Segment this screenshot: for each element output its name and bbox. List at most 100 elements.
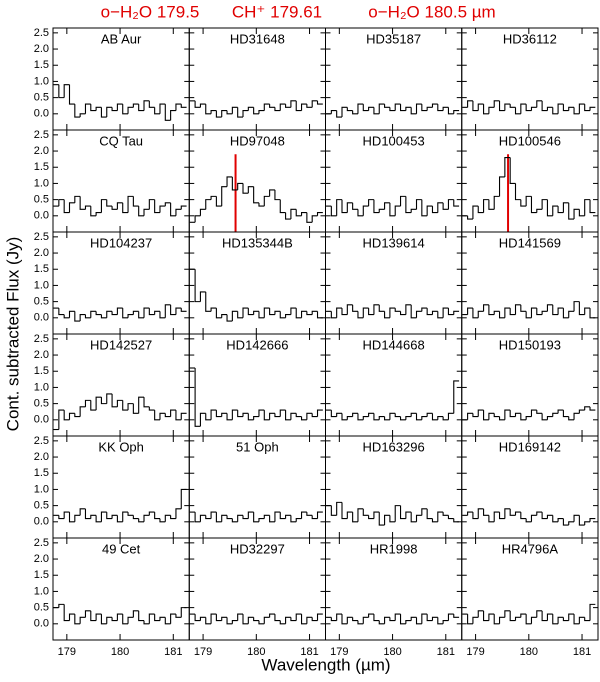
spectrum-step bbox=[357, 103, 364, 114]
spectrum-step bbox=[562, 202, 569, 213]
spectrum-step bbox=[79, 406, 86, 417]
spectrum-step bbox=[346, 202, 353, 213]
spectrum-step bbox=[341, 106, 348, 118]
spectrum-step bbox=[546, 304, 553, 312]
spectrum-step bbox=[573, 107, 580, 115]
spectrum-step bbox=[488, 304, 495, 316]
spectrum-step bbox=[389, 515, 396, 523]
spectrum-step bbox=[378, 208, 385, 213]
spectrum-step bbox=[274, 189, 281, 201]
spectrum-step bbox=[215, 110, 222, 118]
spectrum-step bbox=[95, 212, 102, 216]
spectrum-step bbox=[159, 518, 166, 523]
spectrum-step bbox=[143, 208, 150, 216]
spectrum-step bbox=[330, 206, 337, 217]
spectrum-step bbox=[389, 617, 396, 622]
spectrum-step bbox=[330, 410, 337, 418]
spectrum-step bbox=[453, 110, 460, 114]
spectrum-step bbox=[106, 106, 113, 118]
spectrum-step bbox=[405, 620, 412, 624]
x-tick-label: 181 bbox=[164, 646, 182, 658]
spectrum-step bbox=[520, 512, 527, 520]
spectrum-step bbox=[384, 514, 390, 526]
spectrum-step bbox=[306, 104, 313, 108]
spectrum-step bbox=[431, 206, 438, 214]
spectrum-step bbox=[154, 614, 160, 622]
spectrum-step bbox=[215, 410, 222, 418]
spectrum-step bbox=[357, 508, 364, 522]
spectrum-step bbox=[295, 613, 302, 621]
spectrum-step bbox=[357, 209, 364, 217]
panel-title: HD150193 bbox=[499, 337, 561, 352]
spectrum-step bbox=[578, 209, 585, 217]
spectrum-step bbox=[488, 106, 495, 114]
spectrum-step bbox=[63, 511, 70, 519]
y-tick-label: 2.0 bbox=[34, 145, 49, 157]
spectrum-step bbox=[415, 413, 422, 421]
spectrum-step bbox=[226, 617, 233, 625]
spectrum-step bbox=[274, 107, 281, 112]
spectrum-step bbox=[442, 106, 449, 111]
x-tick-label: 181 bbox=[300, 646, 318, 658]
spectrum-step bbox=[205, 291, 212, 312]
spectrum-step bbox=[306, 412, 313, 420]
spectrum-step bbox=[237, 514, 244, 522]
spectrum-step bbox=[336, 613, 342, 621]
spectrum-step bbox=[552, 205, 559, 216]
spectrum-step bbox=[148, 199, 155, 210]
spectrum-step bbox=[415, 514, 422, 522]
spectrum-step bbox=[263, 195, 270, 207]
spectrum-step bbox=[269, 308, 275, 316]
spectrum-step bbox=[362, 104, 369, 112]
spectrum-step bbox=[493, 100, 500, 108]
spectrum-step bbox=[410, 412, 417, 417]
spectrum-step bbox=[175, 103, 182, 111]
spectrum-step bbox=[84, 399, 91, 407]
spectrum-step bbox=[95, 515, 102, 523]
spectrum-step bbox=[258, 409, 265, 417]
spectrum-step bbox=[552, 412, 559, 417]
spectrum-step bbox=[442, 416, 449, 421]
spectrum-step bbox=[95, 106, 102, 111]
y-tick-label: 1.0 bbox=[34, 279, 49, 291]
spectrum-step bbox=[90, 104, 97, 112]
spectrum-step bbox=[90, 610, 97, 622]
spectrum-step bbox=[498, 311, 505, 319]
spectrum-step bbox=[357, 413, 364, 421]
spectrum-step bbox=[127, 616, 134, 624]
spectrum-step bbox=[546, 514, 553, 519]
panel-title: HD142527 bbox=[90, 337, 152, 352]
spectrum-step bbox=[122, 614, 129, 625]
spectrum-step bbox=[143, 620, 150, 625]
spectrum-step bbox=[242, 183, 249, 194]
spectrum-step bbox=[106, 393, 113, 404]
spectrum-step bbox=[509, 410, 516, 418]
spectrum-step bbox=[573, 614, 580, 625]
spectrum-step bbox=[215, 512, 222, 523]
y-tick-label: 0.0 bbox=[34, 618, 49, 630]
spectrum-step bbox=[295, 308, 302, 319]
y-tick-label: 0.5 bbox=[34, 296, 49, 308]
x-axis-label: Wavelength (µm) bbox=[261, 655, 390, 674]
spectrum-step bbox=[285, 514, 291, 519]
spectrum-step bbox=[164, 304, 171, 318]
spectrum-step bbox=[269, 412, 275, 420]
spectrum-step bbox=[341, 614, 348, 625]
spectrum-step bbox=[405, 511, 412, 519]
spectrum-step bbox=[368, 199, 374, 207]
spectrum-step bbox=[258, 311, 265, 319]
spectrum-step bbox=[426, 508, 433, 520]
spectrum-step bbox=[138, 396, 145, 414]
y-tick-label: 2.5 bbox=[34, 129, 49, 141]
spectrum-step bbox=[477, 310, 484, 318]
spectrum-step bbox=[483, 508, 489, 516]
spectrum-step bbox=[154, 410, 160, 421]
spectrum-step bbox=[175, 307, 182, 315]
spectrum-step bbox=[394, 308, 401, 312]
panel-title: AB Aur bbox=[101, 31, 142, 46]
spectrum-step bbox=[253, 512, 259, 523]
spectrum-step bbox=[389, 412, 396, 420]
spectrum-step bbox=[562, 410, 569, 418]
spectrum-step bbox=[568, 521, 575, 526]
panel-title: HD169142 bbox=[499, 439, 561, 454]
